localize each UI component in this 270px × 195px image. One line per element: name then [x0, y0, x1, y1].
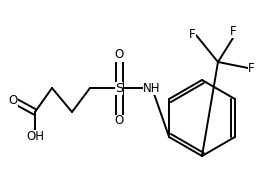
Text: O: O	[8, 93, 18, 106]
Text: OH: OH	[26, 129, 44, 143]
Text: F: F	[189, 28, 196, 42]
Text: S: S	[115, 82, 123, 95]
Text: F: F	[230, 25, 236, 38]
Text: NH: NH	[143, 82, 161, 95]
Text: O: O	[114, 49, 124, 61]
Text: O: O	[114, 114, 124, 128]
Text: F: F	[248, 61, 255, 74]
